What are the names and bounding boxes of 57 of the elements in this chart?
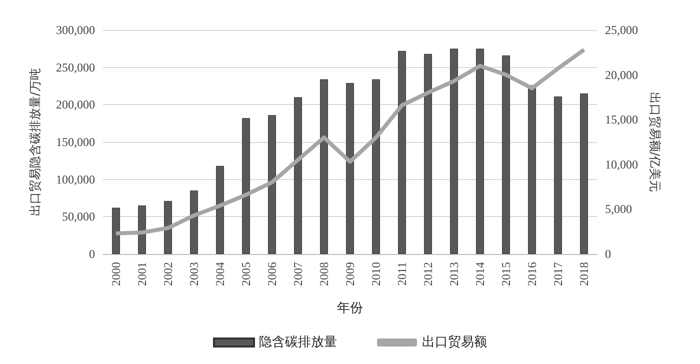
bar (138, 205, 146, 254)
y2-tick-label: 15,000 (605, 112, 638, 127)
bar (242, 118, 250, 254)
x-tick-label: 2003 (187, 262, 201, 286)
bar (372, 79, 380, 254)
x-axis-title: 年份 (337, 301, 363, 316)
x-tick-label: 2017 (551, 262, 565, 286)
bar (424, 54, 432, 254)
legend-label: 隐含碳排放量 (259, 335, 337, 350)
x-tick-label: 2006 (265, 262, 279, 286)
x-tick-label: 2014 (473, 262, 487, 286)
bar (164, 200, 172, 254)
x-tick-label: 2004 (213, 262, 227, 286)
x-tick-label: 2015 (499, 262, 513, 286)
bar (190, 190, 198, 254)
bar (450, 48, 458, 254)
x-tick-label: 2013 (447, 262, 461, 286)
y-tick-label: 0 (89, 247, 95, 261)
y-axis-title: 出口贸易隐含碳排放量/万吨 (28, 68, 42, 216)
x-tick-label: 2007 (291, 262, 305, 286)
bar (268, 115, 276, 254)
x-tick-label: 2001 (135, 262, 149, 286)
y-tick-label: 150,000 (56, 135, 95, 149)
bar (398, 50, 406, 254)
bar (502, 55, 510, 254)
x-tick-label: 2011 (395, 262, 409, 286)
bar (346, 83, 354, 254)
x-tick-label: 2012 (421, 262, 435, 286)
y2-tick-label: 25,000 (605, 23, 638, 37)
y-tick-label: 200,000 (56, 98, 95, 112)
x-tick-label: 2002 (161, 262, 175, 286)
y2-axis-title: 出口贸易额/亿美元 (648, 92, 662, 192)
bar (476, 48, 484, 254)
x-tick-label: 2000 (109, 262, 123, 286)
y2-tick-label: 10,000 (605, 157, 638, 172)
bar (554, 96, 562, 254)
x-tick-label: 2008 (317, 262, 331, 286)
bar (294, 97, 302, 254)
y2-tick-label: 20,000 (605, 68, 638, 82)
bar (320, 79, 328, 254)
y-tick-label: 50,000 (62, 210, 95, 224)
x-tick-label: 2009 (343, 262, 357, 286)
legend-label: 出口贸易额 (422, 335, 487, 350)
y-tick-label: 250,000 (56, 60, 95, 74)
bar (112, 208, 120, 254)
x-tick-label: 2018 (577, 262, 591, 286)
x-tick-label: 2010 (369, 262, 383, 286)
y2-tick-label: 5,000 (605, 202, 632, 216)
bar (216, 166, 224, 254)
bar (580, 93, 588, 254)
y2-tick-label: 0 (605, 247, 611, 261)
bar (528, 85, 536, 254)
x-tick-label: 2016 (525, 262, 539, 286)
y-tick-label: 300,000 (56, 23, 95, 37)
y-tick-label: 100,000 (56, 172, 95, 186)
x-tick-label: 2005 (239, 262, 253, 286)
line-series (114, 48, 586, 236)
